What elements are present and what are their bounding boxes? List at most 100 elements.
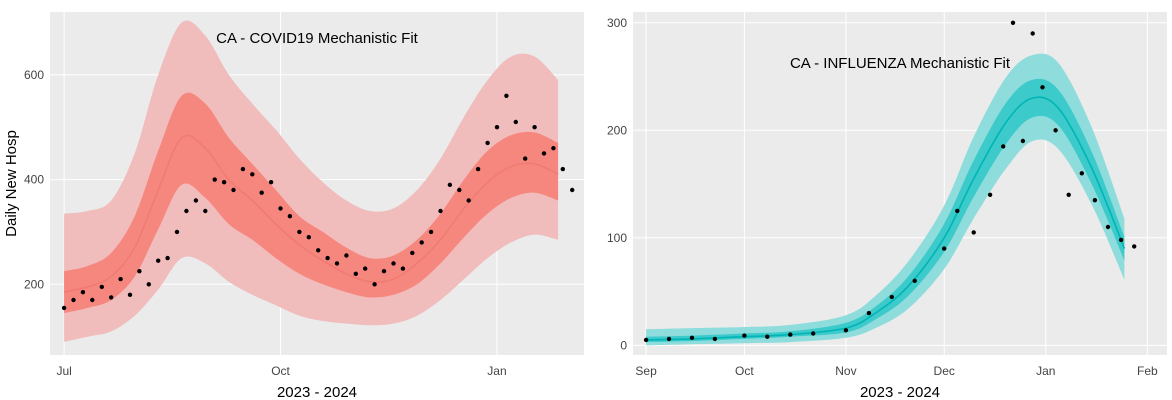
observed-point [866,310,872,316]
observed-point [71,297,76,303]
observed-point [765,334,770,339]
observed-point [912,278,917,283]
observed-point [1092,198,1098,203]
observed-point [391,261,396,266]
observed-point [268,180,274,185]
observed-point [231,187,236,193]
observed-point [109,295,114,300]
observed-point [889,294,894,300]
observed-point [1030,31,1035,36]
y-axis-title: Daily New Hosp [3,130,20,237]
observed-point [287,214,293,219]
observed-point [297,229,302,235]
y-tick-label: 600 [24,68,44,82]
observed-point [193,198,199,203]
observed-point [250,172,255,177]
observed-point [184,208,189,214]
observed-point [363,266,368,271]
x-axis-title: 2023 - 2024 [860,384,940,400]
observed-point [400,266,406,271]
observed-point [240,166,246,172]
y-tick-label: 400 [24,173,44,187]
chart-title: CA - INFLUENZA Mechanistic Fit [790,55,1011,72]
observed-point [504,93,509,99]
observed-point [203,208,208,214]
x-tick-label: Feb [1137,364,1158,378]
observed-point [551,146,556,151]
x-tick-label: Jul [56,364,71,378]
x-axis-title: 2023 - 2024 [277,384,357,400]
observed-point [466,198,471,203]
x-tick-label: Oct [271,364,290,378]
observed-point [137,269,142,274]
observed-point [689,335,695,340]
observed-point [372,282,377,287]
chart-panel-1: 200 400 600 Jul Oct Jan CA - COVID19 Mechanist… [3,12,584,400]
observed-point [61,305,67,311]
observed-point [523,156,528,161]
observed-point [643,337,649,343]
observed-point [447,182,453,187]
observed-point [942,246,947,251]
observed-point [1001,144,1006,149]
observed-point [742,333,747,338]
observed-point [316,248,321,253]
observed-point [1040,85,1045,90]
observed-point [987,192,993,197]
x-tick-label: Jan [1036,364,1055,378]
observed-point [156,258,161,263]
observed-point [541,151,547,156]
observed-point [80,290,86,295]
observed-point [118,276,123,282]
observed-point [259,190,264,195]
observed-point [570,187,575,193]
observed-point [221,180,227,185]
observed-point [306,235,311,240]
observed-point [334,261,340,266]
observed-point [513,119,518,125]
observed-point [788,332,793,337]
observed-point [90,297,95,303]
observed-point [843,328,849,333]
observed-point [381,269,387,274]
y-tick-label: 0 [620,338,627,352]
observed-point [278,206,283,211]
y-tick-label: 200 [24,277,44,291]
observed-point [212,177,217,182]
median-fit-line [646,96,1126,341]
observed-point [666,336,672,342]
observed-point [99,284,105,290]
observed-point [712,336,718,342]
y-tick-label: 300 [607,16,627,30]
median-fit-line [63,134,559,293]
observed-point [1020,138,1026,144]
observed-point [532,125,537,130]
observed-point [1053,128,1058,133]
observed-point [165,255,170,261]
observed-point [485,140,490,146]
x-tick-label: Dec [934,364,955,378]
observed-point [428,229,434,235]
x-tick-label: Jan [487,364,506,378]
observed-point [438,208,443,214]
observed-point [1010,20,1016,25]
observed-point [494,125,500,130]
observed-point [560,166,565,172]
observed-point [325,255,330,261]
x-tick-label: Nov [835,364,856,378]
observed-point [174,229,180,235]
observed-point [955,208,960,214]
observed-point [475,166,481,172]
observed-point [127,292,133,297]
inner-interval-band [64,92,559,314]
observed-point [1066,192,1071,197]
inner-interval-band [646,78,1125,343]
chart-panel-2: 0 100 200 300 Sep Oct Nov Dec Jan Feb CA - INFLUEN… [607,12,1167,400]
observed-point [419,240,424,245]
observed-point [1132,244,1137,249]
observed-point [971,230,976,235]
observed-point [811,331,816,336]
observed-point [1105,224,1111,230]
